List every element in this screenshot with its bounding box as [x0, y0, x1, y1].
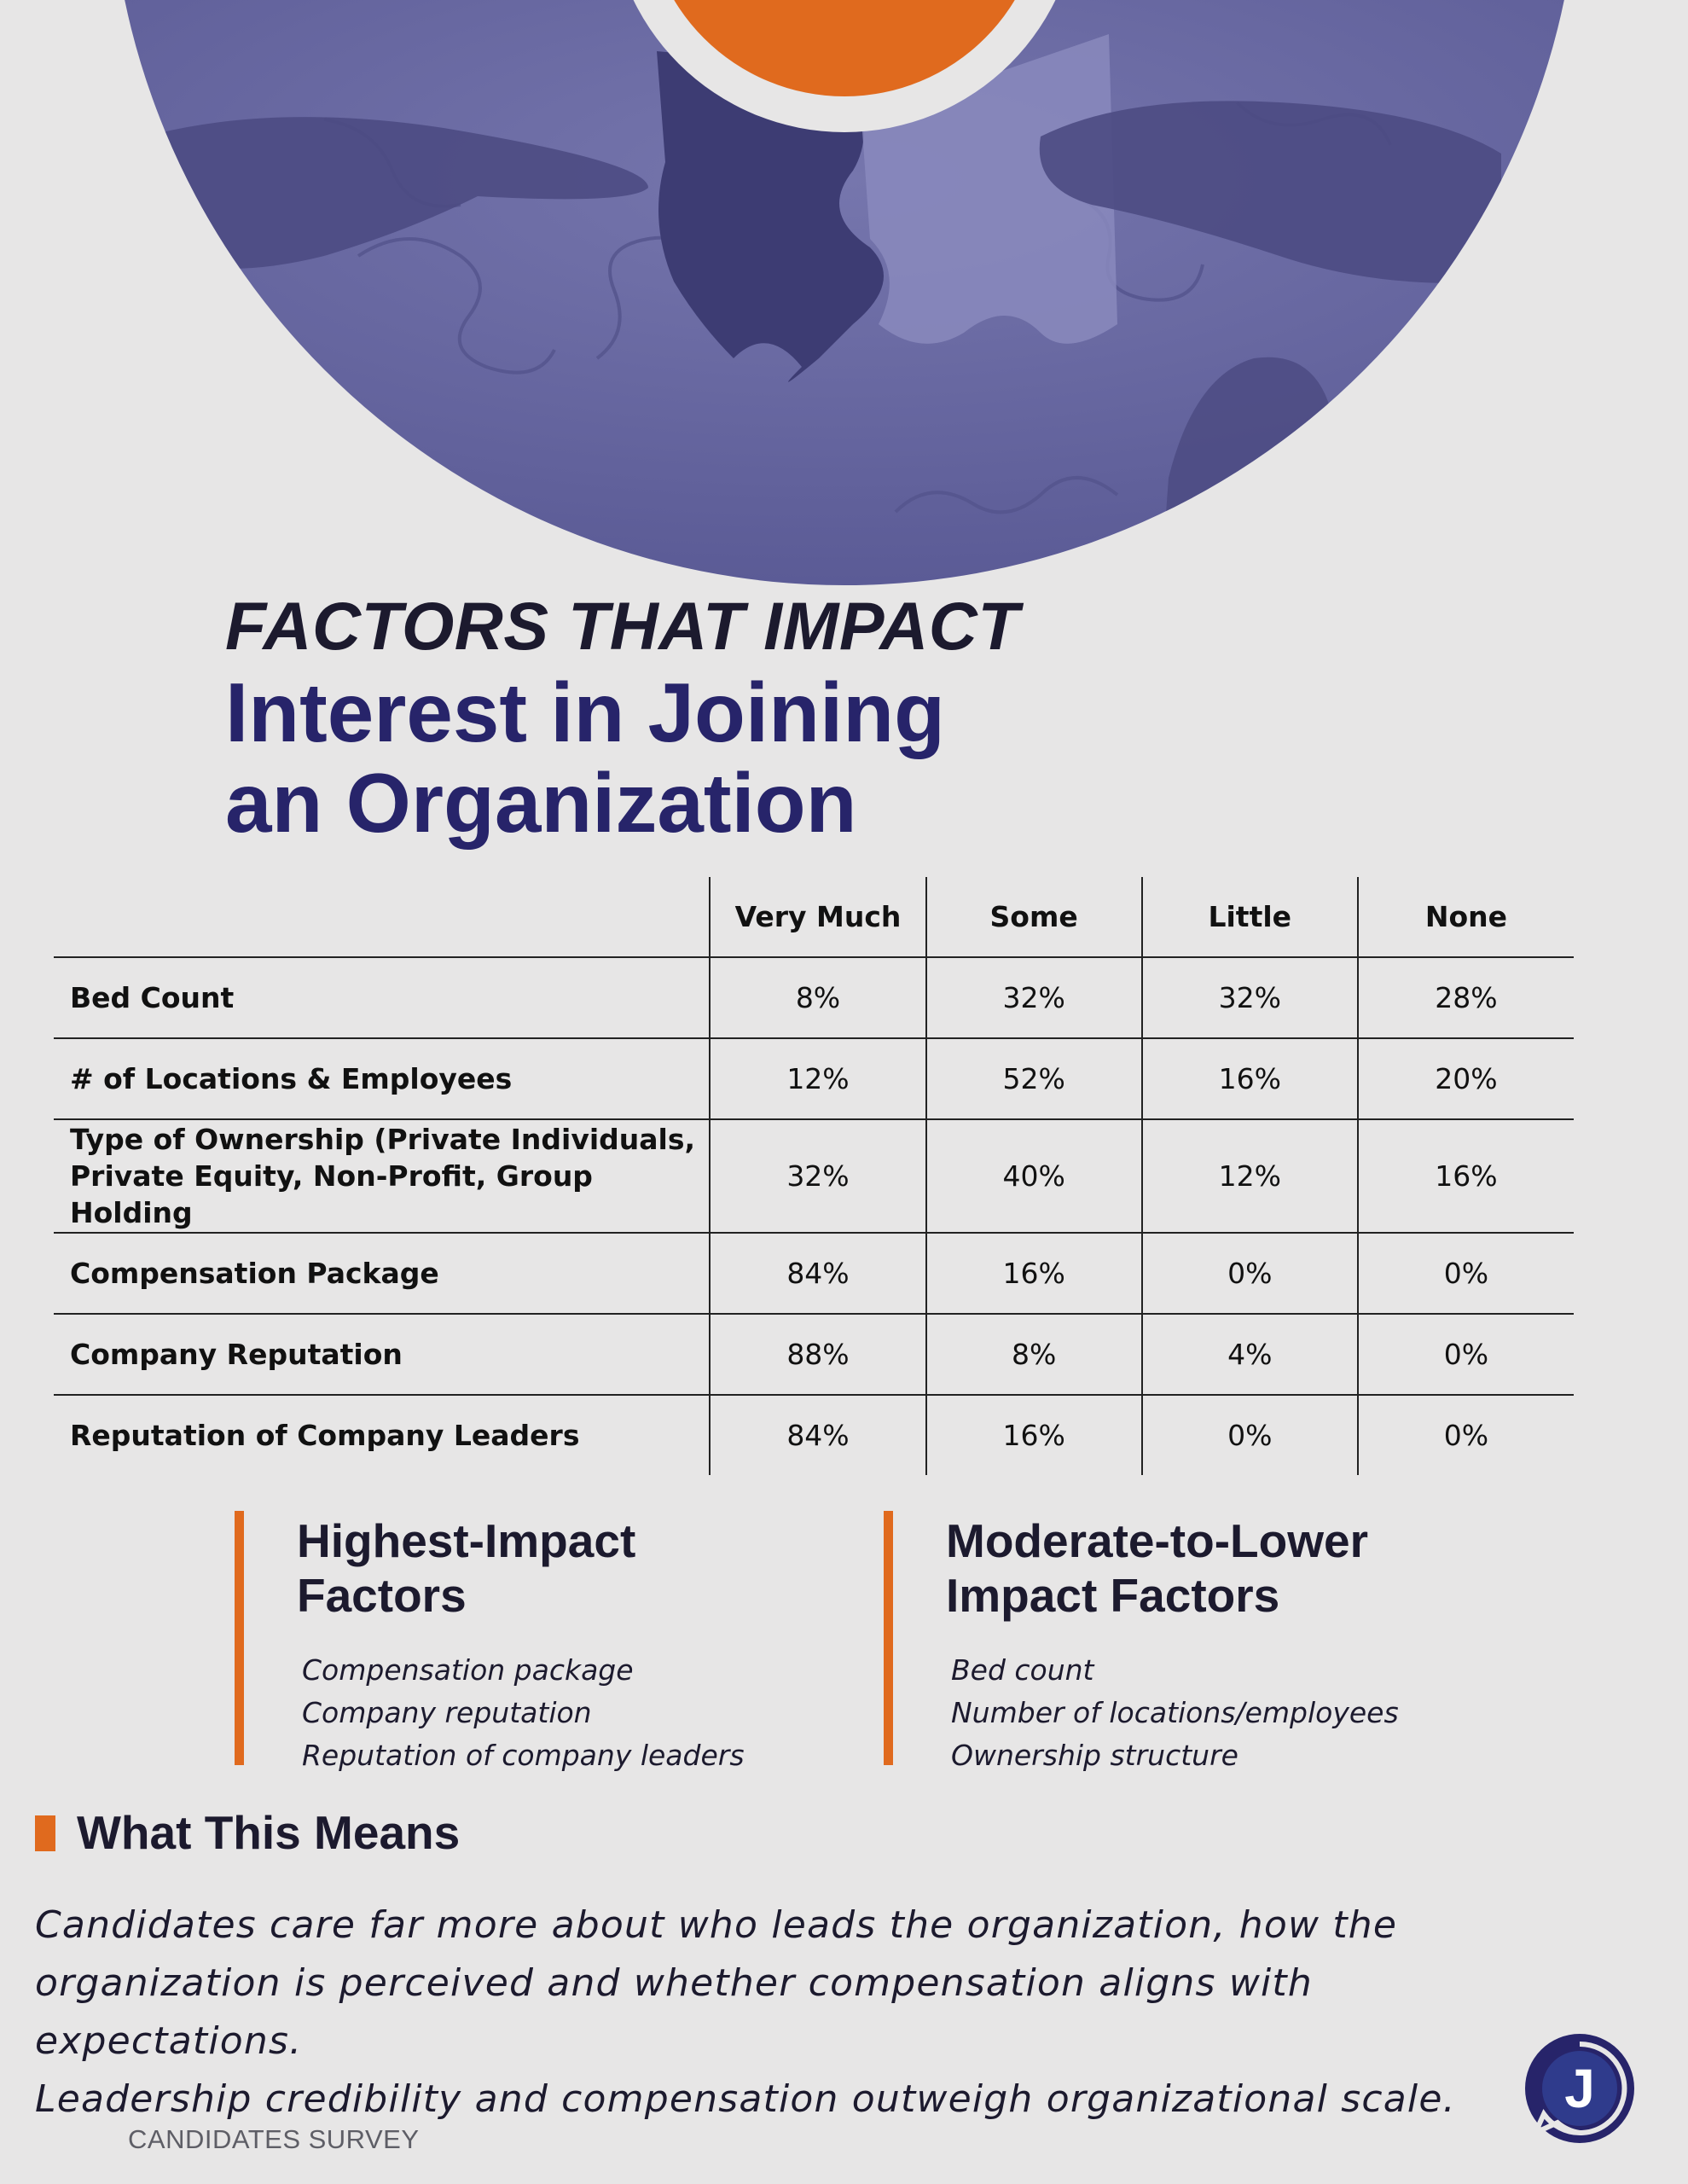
puzzle-hands-illustration [109, 0, 1580, 585]
row-label: # of Locations & Employees [54, 1038, 711, 1120]
table-cell: 88% [709, 1314, 926, 1396]
list-item: Company reputation [302, 1696, 592, 1729]
column-header: None [1356, 877, 1574, 958]
what-this-means-title: What This Means [77, 1806, 461, 1859]
table-cell: 0% [1356, 1233, 1574, 1315]
highest-impact-list: Compensation package Company reputation … [302, 1649, 848, 1777]
highest-impact-title-line-1: Highest-Impact [297, 1514, 636, 1567]
body-line-3: Leadership credibility and compensation … [35, 2077, 1456, 2121]
list-item: Compensation package [302, 1653, 634, 1687]
row-label: Reputation of Company Leaders [70, 1419, 580, 1452]
list-item: Number of locations/employees [951, 1696, 1399, 1729]
row-label-line-1: Type of Ownership (Private Individuals, [70, 1123, 696, 1156]
j-logo-icon: J [1523, 2032, 1636, 2145]
what-this-means-body: Candidates care far more about who leads… [35, 1896, 1502, 2129]
table-header-row: Very Much Some Little None [54, 877, 1574, 958]
table-cell: 40% [925, 1119, 1142, 1234]
table-row: Bed Count 8% 32% 32% 28% [54, 957, 1574, 1039]
logo-letter: J [1564, 2058, 1595, 2119]
table-row: # of Locations & Employees 12% 52% 16% 2… [54, 1038, 1574, 1120]
list-item: Reputation of company leaders [302, 1739, 745, 1772]
highest-impact-title-line-2: Factors [297, 1569, 467, 1622]
table-cell: 12% [1140, 1119, 1358, 1234]
moderate-impact-section: Moderate-to-Lower Impact Factors Bed cou… [884, 1511, 1543, 1772]
table-row: Reputation of Company Leaders 84% 16% 0%… [54, 1395, 1574, 1475]
table-cell: 84% [709, 1233, 926, 1315]
logo-mark: J [1525, 2034, 1634, 2143]
table-cell: 84% [709, 1395, 926, 1475]
table-cell: 0% [1356, 1314, 1574, 1396]
column-header: Some [925, 877, 1142, 958]
highest-impact-title: Highest-Impact Factors [297, 1513, 843, 1623]
table-cell: 16% [1140, 1038, 1358, 1120]
hero-image [0, 0, 1688, 597]
row-label: Compensation Package [54, 1233, 711, 1315]
table-cell: 16% [1356, 1119, 1574, 1234]
section-accent-bar [35, 1815, 55, 1851]
kicker-title: FACTORS THAT IMPACT [225, 588, 1020, 664]
row-label: Type of Ownership (Private Individuals, … [54, 1119, 711, 1234]
table-row: Type of Ownership (Private Individuals, … [54, 1119, 1574, 1234]
body-line-2: organization is perceived and whether co… [35, 1961, 1313, 2063]
page-title-line-1: Interest in Joining [225, 665, 945, 759]
table-cell: 0% [1356, 1395, 1574, 1475]
list-item: Bed count [951, 1653, 1094, 1687]
row-label: Bed Count [54, 957, 711, 1039]
table-cell: 4% [1140, 1314, 1358, 1396]
highest-impact-section: Highest-Impact Factors Compensation pack… [235, 1511, 843, 1772]
table-row: Compensation Package 84% 16% 0% 0% [54, 1233, 1574, 1315]
moderate-impact-title: Moderate-to-Lower Impact Factors [946, 1513, 1543, 1623]
table-cell: 20% [1356, 1038, 1574, 1120]
moderate-impact-list: Bed count Number of locations/employees … [951, 1649, 1548, 1777]
table-cell: 8% [709, 957, 926, 1039]
table-cell: 0% [1140, 1233, 1358, 1315]
table-cell: 16% [925, 1395, 1142, 1475]
footer-label: CANDIDATES SURVEY [128, 2124, 420, 2154]
table-cell: 12% [709, 1038, 926, 1120]
page-title: Interest in Joining an Organization [225, 667, 945, 848]
table-cell: 0% [1140, 1395, 1358, 1475]
column-header: Very Much [709, 877, 926, 958]
table-cell: 28% [1356, 957, 1574, 1039]
table-cell: 16% [925, 1233, 1142, 1315]
table-cell: 52% [925, 1038, 1142, 1120]
row-label-line-2: Private Equity, Non-Profit, Group Holdin… [70, 1159, 593, 1229]
moderate-impact-title-line-2: Impact Factors [946, 1569, 1280, 1622]
page-title-line-2: an Organization [225, 756, 857, 850]
impact-table: Very Much Some Little None Bed Count 8% … [54, 877, 1574, 1475]
body-line-1: Candidates care far more about who leads… [35, 1903, 1398, 1947]
table-row: Company Reputation 88% 8% 4% 0% [54, 1314, 1574, 1396]
column-header: Little [1140, 877, 1358, 958]
column-header-blank [54, 877, 711, 958]
table-cell: 32% [709, 1119, 926, 1234]
table-cell: 8% [925, 1314, 1142, 1396]
table-cell: 32% [925, 957, 1142, 1039]
list-item: Ownership structure [951, 1739, 1238, 1772]
moderate-impact-title-line-1: Moderate-to-Lower [946, 1514, 1368, 1567]
table-cell: 32% [1140, 957, 1358, 1039]
row-label: Company Reputation [54, 1314, 711, 1396]
